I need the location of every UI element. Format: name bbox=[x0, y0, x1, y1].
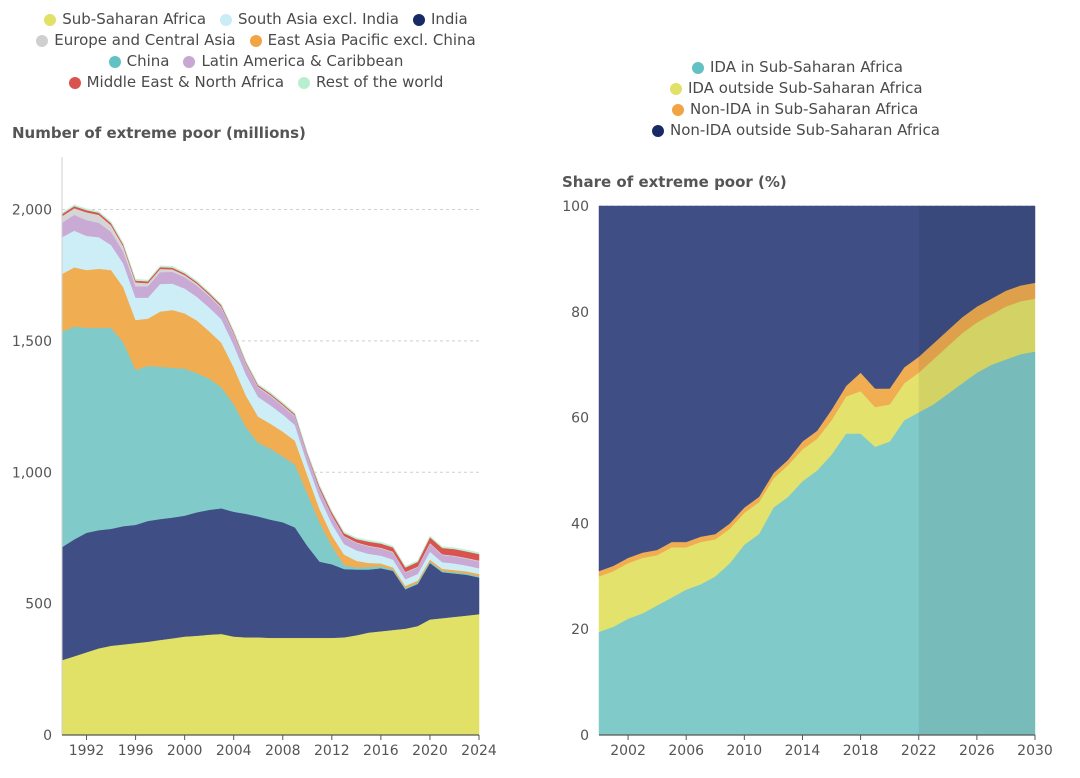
legend-item-ida-in-ssa[interactable]: IDA in Sub-Saharan Africa bbox=[692, 57, 903, 78]
legend-label: China bbox=[126, 52, 170, 70]
legend-item-sub-saharan-africa[interactable]: Sub-Saharan Africa bbox=[44, 9, 206, 30]
legend-label: South Asia excl. India bbox=[238, 10, 399, 28]
y-tick-label: 20 bbox=[571, 622, 589, 638]
x-tick-label: 2020 bbox=[412, 743, 448, 759]
legend-left: Sub-Saharan Africa South Asia excl. Indi… bbox=[36, 9, 476, 93]
y-tick-label: 0 bbox=[580, 728, 589, 744]
legend-row: Europe and Central Asia East Asia Pacifi… bbox=[36, 30, 476, 51]
x-tick-label: 2006 bbox=[668, 743, 704, 759]
x-tick-label: 2014 bbox=[785, 743, 821, 759]
x-tick-label: 2000 bbox=[167, 743, 203, 759]
projection-shade bbox=[918, 206, 1035, 735]
legend-label: IDA in Sub-Saharan Africa bbox=[710, 58, 903, 76]
legend-dot bbox=[108, 55, 121, 68]
legend-dot bbox=[412, 13, 425, 26]
legend-row: Non-IDA outside Sub-Saharan Africa bbox=[640, 120, 960, 141]
legend-dot bbox=[36, 34, 49, 47]
legend-item-non-ida-outside-ssa[interactable]: Non-IDA outside Sub-Saharan Africa bbox=[652, 120, 940, 141]
legend-dot bbox=[249, 34, 262, 47]
legend-label: Europe and Central Asia bbox=[54, 31, 236, 49]
legend-dot bbox=[670, 82, 682, 95]
y-tick-label: 100 bbox=[562, 199, 589, 215]
legend-item-india[interactable]: India bbox=[412, 9, 468, 30]
x-tick-label: 2026 bbox=[959, 743, 995, 759]
y-tick-label: 40 bbox=[571, 516, 589, 532]
chart-title-left: Number of extreme poor (millions) bbox=[12, 124, 306, 142]
legend-label: Sub-Saharan Africa bbox=[62, 10, 207, 28]
x-tick-label: 2002 bbox=[610, 743, 646, 759]
legend-label: Middle East & North Africa bbox=[86, 73, 285, 91]
legend-dot bbox=[220, 13, 233, 26]
legend-label: East Asia Pacific excl. China bbox=[267, 31, 476, 49]
legend-item-europe-central-asia[interactable]: Europe and Central Asia bbox=[36, 30, 236, 51]
legend-dot bbox=[672, 103, 684, 116]
x-tick-label: 2024 bbox=[461, 743, 497, 759]
legend-item-latin-america[interactable]: Latin America & Caribbean bbox=[183, 51, 403, 72]
legend-item-china[interactable]: China bbox=[108, 51, 170, 72]
legend-label: Rest of the world bbox=[316, 73, 444, 91]
legend-item-east-asia-pacific[interactable]: East Asia Pacific excl. China bbox=[249, 30, 476, 51]
legend-row: IDA outside Sub-Saharan Africa bbox=[640, 78, 960, 99]
x-tick-label: 2010 bbox=[727, 743, 763, 759]
x-tick-label: 1992 bbox=[69, 743, 105, 759]
legend-label: Non-IDA in Sub-Saharan Africa bbox=[690, 100, 919, 118]
legend-label: IDA outside Sub-Saharan Africa bbox=[688, 79, 923, 97]
x-tick-label: 2018 bbox=[843, 743, 879, 759]
legend-item-middle-east[interactable]: Middle East & North Africa bbox=[68, 72, 285, 93]
legend-dot bbox=[692, 61, 704, 74]
legend-item-south-asia-excl-india[interactable]: South Asia excl. India bbox=[220, 9, 399, 30]
legend-row: IDA in Sub-Saharan Africa bbox=[640, 57, 960, 78]
legend-row: China Latin America & Caribbean bbox=[36, 51, 476, 72]
legend-dot bbox=[68, 76, 81, 89]
y-tick-label: 1,000 bbox=[12, 465, 52, 481]
legend-row: Non-IDA in Sub-Saharan Africa bbox=[640, 99, 960, 120]
y-tick-label: 500 bbox=[25, 597, 52, 613]
x-tick-label: 1996 bbox=[118, 743, 154, 759]
legend-row: Sub-Saharan Africa South Asia excl. Indi… bbox=[36, 9, 476, 30]
legend-item-ida-outside-ssa[interactable]: IDA outside Sub-Saharan Africa bbox=[670, 78, 923, 99]
legend-dot bbox=[652, 124, 664, 137]
chart-right: 0 20 40 60 80 100 2002 2006 2010 2014 2018 2022 2026… bbox=[562, 199, 1053, 759]
legend-row: Middle East & North Africa Rest of the w… bbox=[36, 72, 476, 93]
x-tick-label: 2008 bbox=[265, 743, 301, 759]
area-rest-of-the-world[interactable] bbox=[61, 204, 480, 568]
y-tick-label: 80 bbox=[571, 305, 589, 321]
legend-item-non-ida-in-ssa[interactable]: Non-IDA in Sub-Saharan Africa bbox=[672, 99, 918, 120]
area-non-ida-outside-sub-saharan-africa[interactable] bbox=[598, 205, 1036, 572]
legend-label: India bbox=[430, 10, 468, 28]
x-tick-label: 2022 bbox=[901, 743, 937, 759]
legend-dot bbox=[183, 55, 196, 68]
legend-label: Latin America & Caribbean bbox=[201, 52, 404, 70]
chart-title-right: Share of extreme poor (%) bbox=[562, 173, 787, 191]
x-tick-label: 2016 bbox=[363, 743, 399, 759]
legend-right: IDA in Sub-Saharan Africa IDA outside Su… bbox=[640, 57, 960, 141]
legend-item-rest-of-world[interactable]: Rest of the world bbox=[298, 72, 443, 93]
y-tick-label: 1,500 bbox=[12, 334, 52, 350]
y-tick-label: 0 bbox=[43, 728, 52, 744]
x-tick-label: 2030 bbox=[1017, 743, 1053, 759]
legend-dot bbox=[44, 13, 57, 26]
x-tick-label: 2012 bbox=[314, 743, 350, 759]
legend-label: Non-IDA outside Sub-Saharan Africa bbox=[670, 121, 940, 139]
legend-dot bbox=[298, 76, 311, 89]
x-tick-label: 2004 bbox=[216, 743, 252, 759]
chart-left: 0 500 1,000 1,500 2,000 1992 1996 2000 2004 2008 2… bbox=[12, 157, 497, 759]
y-tick-label: 60 bbox=[571, 411, 589, 427]
y-tick-label: 2,000 bbox=[12, 203, 52, 219]
